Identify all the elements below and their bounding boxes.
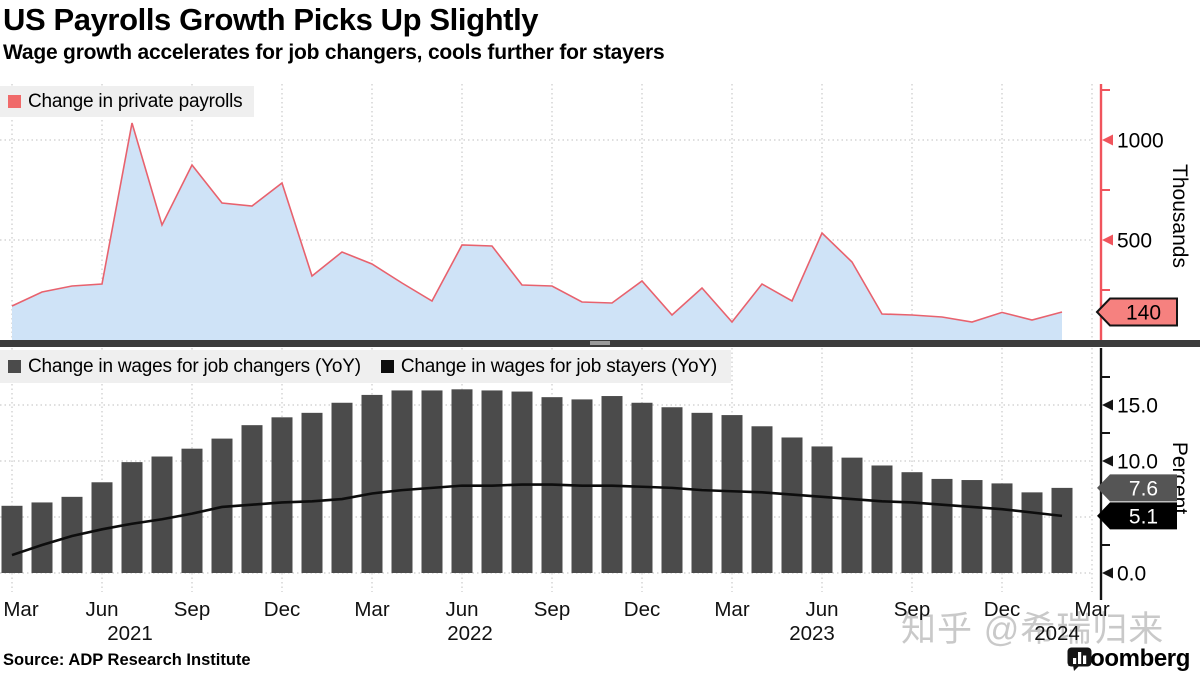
bar-job-changers	[271, 417, 293, 573]
latest-badge-job-changers-shape	[1097, 474, 1177, 502]
latest-badge-job-stayers-shape	[1097, 502, 1177, 530]
x-tick-label: Sep	[534, 598, 570, 621]
x-tick-label: Mar	[3, 598, 38, 621]
bar-job-changers	[91, 482, 113, 573]
legend-item-job-changers: Change in wages for job changers (YoY)	[8, 356, 361, 378]
panel-divider[interactable]	[0, 340, 1200, 347]
bar-job-changers	[661, 407, 683, 573]
payrolls-area	[12, 123, 1062, 340]
x-tick-label: Dec	[984, 598, 1020, 621]
bar-job-changers	[481, 390, 503, 573]
x-tick-label: Jun	[85, 598, 118, 621]
axis-tick-label: 500	[1117, 230, 1152, 253]
bar-job-changers	[511, 391, 533, 573]
line-job-stayers	[11, 483, 1063, 557]
axis-tick-label: 0.0	[1117, 563, 1146, 586]
source-note: Source: ADP Research Institute	[3, 651, 251, 669]
axis-tick-label: 1000	[1117, 130, 1164, 153]
axis-tick-label: 15.0	[1117, 395, 1158, 418]
x-tick-label: Dec	[264, 598, 300, 621]
latest-badge-job-changers: 7.6	[1129, 477, 1158, 500]
x-tick-label: Mar	[1074, 598, 1109, 621]
chart-header: US Payrolls Growth Picks Up Slightly Wag…	[3, 2, 665, 65]
axis-tick-arrow-icon	[1102, 399, 1113, 411]
bar-job-changers	[121, 462, 143, 573]
bar-job-changers	[451, 389, 473, 573]
bar-job-changers	[241, 425, 263, 573]
legend-payrolls: Change in private payrolls	[0, 86, 255, 117]
bar-job-changers	[901, 472, 923, 573]
bar-job-changers	[721, 415, 743, 573]
page-title: US Payrolls Growth Picks Up Slightly	[3, 2, 539, 37]
axis-title: Thousands	[1168, 164, 1191, 268]
x-tick-label: Mar	[354, 598, 389, 621]
bar-job-changers	[301, 412, 323, 573]
bloomberg-logo-icon	[1067, 647, 1092, 671]
payrolls-line	[11, 122, 1063, 324]
payrolls-area-chart: 1000 500 Thousands 140	[0, 84, 1191, 340]
legend-swatch-job-stayers-icon	[380, 360, 394, 373]
legend-label-payrolls: Change in private payrolls	[28, 90, 243, 112]
legend-item-payrolls: Change in private payrolls	[8, 90, 243, 113]
bar-job-changers	[151, 456, 173, 573]
x-tick-label: Jun	[445, 598, 478, 621]
bar-job-changers	[871, 465, 893, 573]
watermark: 知乎 @希瑞归来	[901, 610, 1165, 649]
x-year-label: 2021	[107, 622, 153, 645]
bar-job-changers	[811, 446, 833, 573]
legend-swatch-payrolls-icon	[8, 95, 21, 108]
latest-badge-payrolls: 140	[1126, 302, 1161, 325]
page-subtitle: Wage growth accelerates for job changers…	[3, 41, 665, 64]
x-tick-label: Sep	[174, 598, 210, 621]
x-tick-label: Mar	[714, 598, 749, 621]
axis-tick-arrow-icon	[1102, 234, 1113, 246]
bar-job-changers	[391, 390, 413, 573]
bar-job-changers	[1, 505, 23, 573]
bar-job-changers	[931, 478, 953, 573]
bar-job-changers	[1051, 487, 1073, 573]
divider-grip-icon	[590, 341, 610, 345]
latest-badge-payrolls-shape	[1095, 297, 1178, 327]
legend-swatch-job-changers-icon	[8, 360, 21, 373]
legend-label-job-stayers: Change in wages for job stayers (YoY)	[400, 355, 717, 377]
bar-job-changers	[361, 394, 383, 573]
bar-job-changers	[841, 457, 863, 573]
axis-tick-arrow-icon	[1102, 134, 1113, 146]
bloomberg-brand: Bloomberg	[1067, 645, 1190, 673]
legend-label-job-changers: Change in wages for job changers (YoY)	[28, 355, 361, 377]
bar-job-changers	[31, 502, 53, 573]
legend-item-job-stayers: Change in wages for job stayers (YoY)	[380, 355, 717, 378]
x-year-label: 2023	[789, 622, 835, 645]
legend-wages: Change in wages for job changers (YoY) C…	[0, 350, 731, 383]
axis-tick-label: 10.0	[1117, 451, 1158, 474]
x-year-label: 2022	[447, 622, 493, 645]
bar-job-changers	[961, 480, 983, 573]
axis-tick-arrow-icon	[1102, 455, 1113, 467]
bar-job-changers	[331, 402, 353, 573]
bar-job-changers	[181, 448, 203, 573]
bar-job-changers	[751, 426, 773, 573]
bar-job-changers	[421, 390, 443, 573]
x-year-label: 2024	[1034, 622, 1080, 645]
x-tick-label: Sep	[894, 598, 930, 621]
bar-job-changers	[781, 437, 803, 573]
axis-tick-arrow-icon	[1102, 567, 1113, 579]
x-tick-label: Jun	[805, 598, 838, 621]
bar-job-changers	[691, 412, 713, 573]
bar-job-changers	[991, 483, 1013, 573]
latest-badge-job-stayers: 5.1	[1129, 505, 1158, 528]
bar-job-changers	[1021, 492, 1043, 573]
x-tick-label: Dec	[624, 598, 660, 621]
